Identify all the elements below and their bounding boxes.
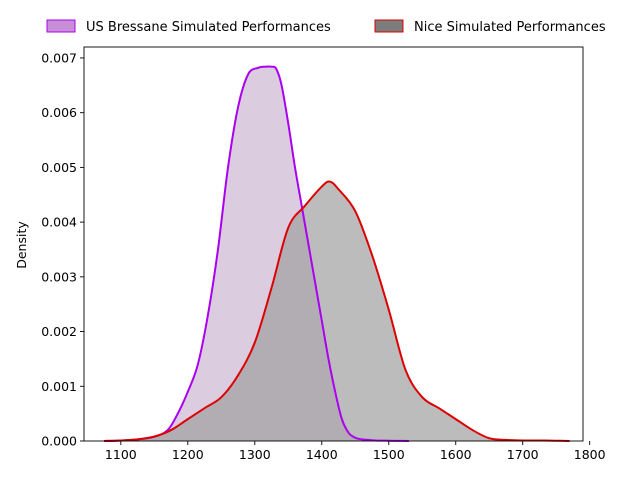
y-tick-label: 0.001 [41,379,77,394]
legend-item-nice: Nice Simulated Performances [374,19,606,35]
density-line-1 [104,180,570,442]
legend-swatch-nice [374,19,404,33]
density-area-0 [104,66,409,441]
x-tick-label: 1200 [172,447,204,462]
y-tick-label: 0.005 [41,160,77,175]
density-area-1 [104,181,570,441]
legend-label-us-bressane: US Bressane Simulated Performances [86,20,331,35]
y-tick-label: 0.002 [41,324,77,339]
density-line-0 [104,65,409,442]
y-tick-label: 0.003 [41,269,77,284]
x-tick-label: 1500 [373,447,405,462]
x-tick-label: 1100 [105,447,137,462]
x-tick-label: 1300 [239,447,271,462]
plot-frame [83,46,584,442]
x-tick-label: 1400 [306,447,338,462]
legend-label-nice: Nice Simulated Performances [414,20,606,35]
x-tick-label: 1700 [507,447,539,462]
x-tick-label: 1800 [574,447,606,462]
y-axis-title: Density [14,221,29,269]
y-tick-label: 0.006 [41,105,77,120]
legend-swatch-us-bressane [46,19,76,33]
plot-area: 1100 1200 1300 1400 1500 1600 1700 1800 0.000 0.0… [41,46,606,462]
y-tick-label: 0.007 [41,50,77,65]
x-tick-label: 1600 [440,447,472,462]
legend: US Bressane Simulated Performances Nice … [46,19,606,35]
y-tick-label: 0.004 [41,215,77,230]
legend-item-us-bressane: US Bressane Simulated Performances [46,19,331,35]
y-tick-label: 0.000 [41,434,77,449]
